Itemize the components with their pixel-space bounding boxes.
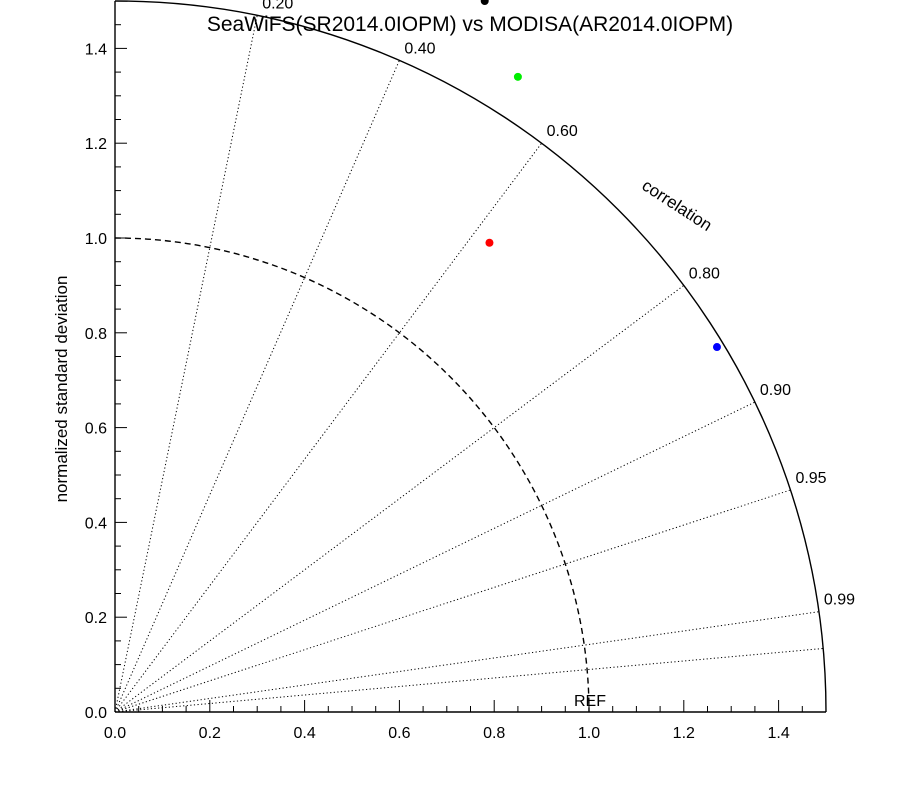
data-point — [485, 238, 494, 247]
correlation-tick-label: 0.80 — [689, 265, 720, 282]
correlation-line — [114, 60, 400, 713]
correlation-tick-label: 0.99 — [824, 592, 855, 609]
correlation-tick-label: 0.40 — [404, 40, 435, 57]
reference-arc-group — [114, 237, 590, 713]
correlation-line — [114, 647, 824, 713]
data-point — [513, 72, 522, 81]
y-tick-label: 1.4 — [85, 41, 107, 58]
correlation-grid — [114, 15, 824, 713]
correlation-label: correlation — [639, 176, 716, 235]
correlation-line — [114, 284, 685, 713]
correlation-tick-label: 0.90 — [760, 382, 791, 399]
data-point — [480, 0, 489, 5]
x-tick-label: 0.6 — [388, 725, 410, 742]
reference-label: REF — [574, 693, 606, 710]
tick-labels: 0.0 0.2 0.4 0.6 0.8 1.0 1.2 1.4 0.0 0.2 0.4 0.6 0.8 1… — [85, 0, 855, 742]
x-tick-label: 0.0 — [104, 725, 126, 742]
y-tick-label: 0.8 — [85, 326, 107, 343]
data-point — [712, 343, 721, 352]
y-tick-label: 0.2 — [85, 610, 107, 627]
correlation-tick-label: 0.95 — [795, 470, 826, 487]
x-tick-label: 1.4 — [767, 725, 789, 742]
y-tick-label: 0.4 — [85, 515, 107, 532]
x-tick-label: 0.2 — [199, 725, 221, 742]
correlation-line — [114, 401, 756, 713]
chart-title: SeaWiFS(SR2014.0IOPM) vs MODISA(AR2014.0… — [207, 13, 733, 36]
outer-arc — [114, 0, 827, 713]
y-tick-label: 0.6 — [85, 421, 107, 438]
x-tick-label: 1.0 — [578, 725, 600, 742]
correlation-line — [114, 489, 791, 713]
correlation-tick-label: 0.60 — [547, 123, 578, 140]
x-tick-label: 0.4 — [293, 725, 315, 742]
correlation-line — [114, 15, 258, 713]
correlation-line — [114, 611, 819, 713]
data-points — [480, 0, 721, 352]
y-tick-label: 1.0 — [85, 231, 107, 248]
axes — [114, 0, 827, 713]
y-tick-label: 1.2 — [85, 136, 107, 153]
y-axis-label: normalized standard deviation — [52, 276, 71, 503]
reference-std-arc — [114, 237, 590, 713]
y-tick-label: 0.0 — [85, 705, 107, 722]
x-tick-label: 0.8 — [483, 725, 505, 742]
correlation-line — [114, 142, 542, 713]
x-tick-label: 1.2 — [673, 725, 695, 742]
correlation-tick-label: 0.20 — [262, 0, 293, 12]
